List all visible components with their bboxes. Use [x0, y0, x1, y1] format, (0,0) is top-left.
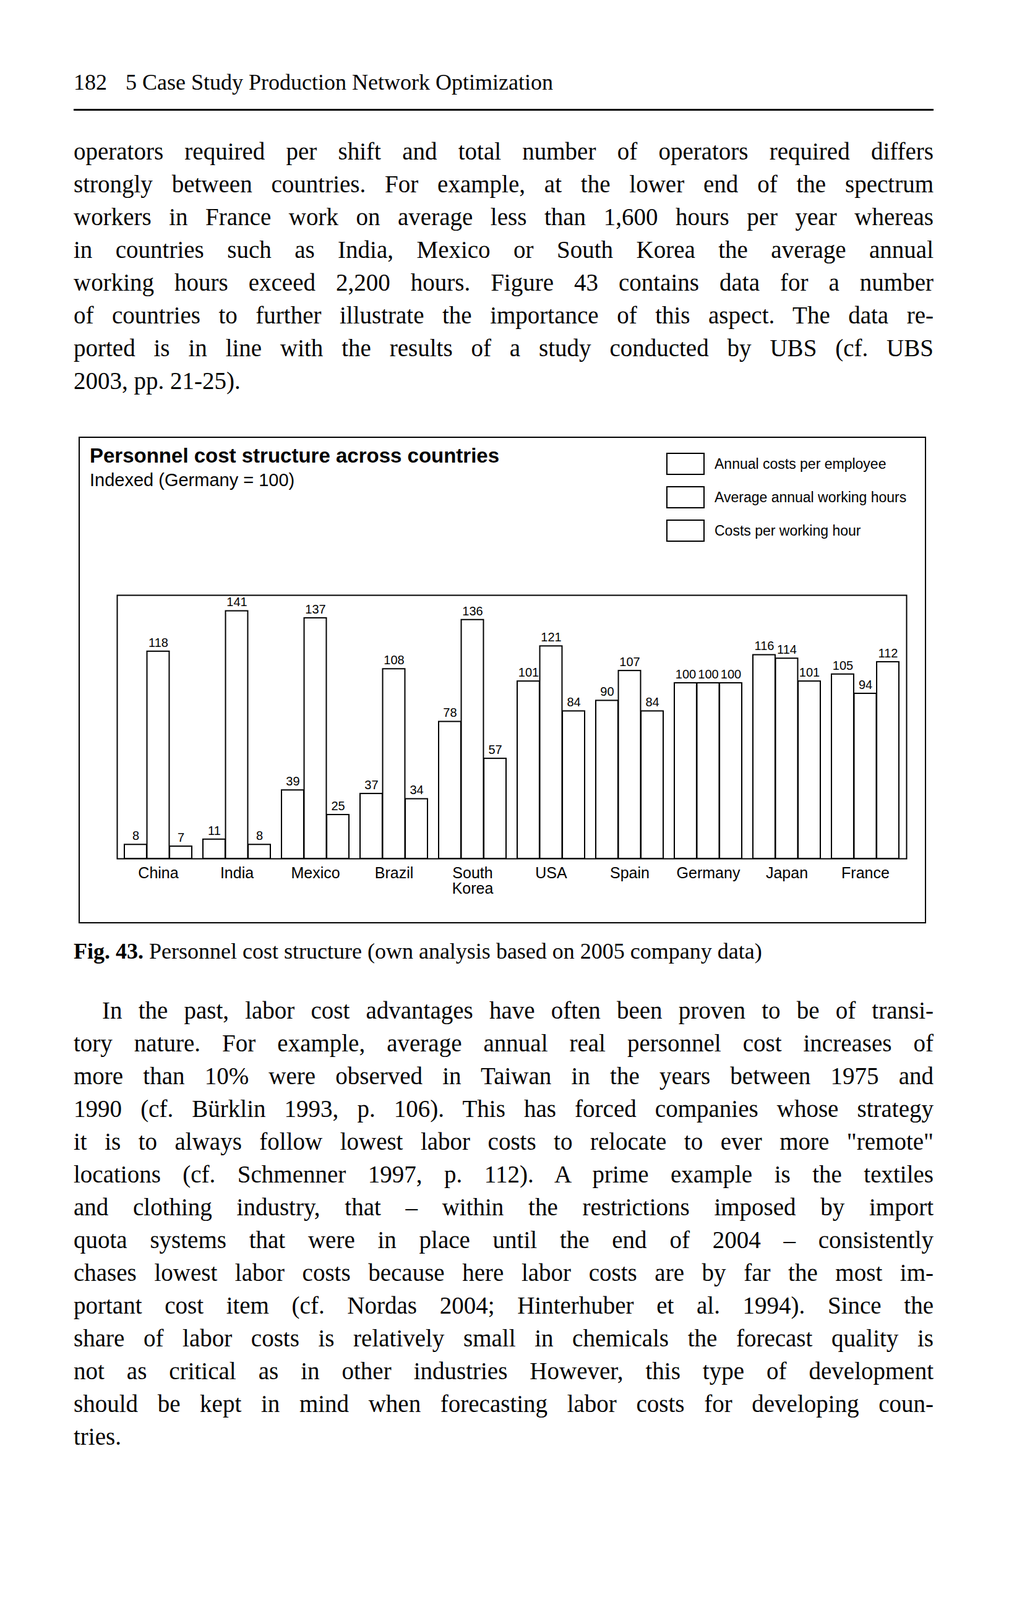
html-text:Annual costs per employee: Annual costs per employee — [714, 455, 887, 472]
html-text:share of labor costs is relati: share of labor costs is relatively small… — [73, 1325, 934, 1352]
html-text:chases lowest labor costs beca: chases lowest labor costs because here l… — [73, 1259, 934, 1287]
svg-text:Spain: Spain — [609, 864, 650, 882]
html-text:tory nature. For example, aver: tory nature. For example, average annual… — [73, 1030, 934, 1057]
html-text:1990 (cf. Bürklin 1993, p. 106: 1990 (cf. Bürklin 1993, p. 106). This ha… — [73, 1095, 934, 1123]
svg-text:37: 37 — [364, 778, 378, 792]
svg-text:84: 84 — [566, 695, 581, 709]
html-text:locations (cf. Schmenner 1997,: locations (cf. Schmenner 1997, p. 112). … — [73, 1161, 934, 1188]
svg-text:101: 101 — [518, 665, 539, 680]
svg-text:11: 11 — [207, 824, 221, 838]
svg-text:India: India — [220, 864, 254, 882]
html-text:more than 10% were observed in: more than 10% were observed in Taiwan in… — [73, 1062, 934, 1090]
html-text:Fig. 43. Personnel cost struct: Fig. 43. Personnel cost structure (own a… — [73, 939, 763, 964]
html-text:Personnel cost structure acros: Personnel cost structure across countrie… — [89, 444, 500, 468]
svg-text:141: 141 — [226, 595, 247, 609]
html-text:5 Case Study Production Networ: 5 Case Study Production Network Optimiza… — [125, 69, 554, 95]
html-text:182: 182 — [73, 69, 108, 95]
svg-text:39: 39 — [285, 774, 300, 789]
svg-text:108: 108 — [383, 653, 404, 667]
svg-text:114: 114 — [777, 642, 797, 657]
html-text:quota systems that were in pla: quota systems that were in place until t… — [73, 1226, 934, 1254]
svg-text:107: 107 — [619, 655, 640, 669]
svg-text:57: 57 — [488, 742, 502, 757]
svg-text:105: 105 — [832, 658, 854, 673]
html-text:operators required per shift a: operators required per shift and total n… — [73, 137, 934, 165]
svg-text:7: 7 — [177, 830, 185, 845]
svg-text:121: 121 — [540, 630, 562, 645]
svg-text:China: China — [137, 864, 179, 882]
html-text:tries.: tries. — [73, 1423, 122, 1451]
html-text:Average annual working hours: Average annual working hours — [714, 489, 907, 506]
html-text:should be kept in mind when fo: should be kept in mind when forecasting … — [73, 1390, 934, 1418]
svg-text:100: 100 — [697, 667, 719, 682]
svg-text:137: 137 — [304, 602, 326, 617]
svg-text:100: 100 — [675, 667, 696, 682]
svg-text:25: 25 — [330, 799, 345, 813]
svg-text:94: 94 — [858, 678, 873, 692]
html-text:portant cost item (cf. Nordas: portant cost item (cf. Nordas 2004; Hint… — [73, 1292, 934, 1319]
html-text:it is to always follow lowest: it is to always follow lowest labor cost… — [73, 1128, 934, 1155]
svg-text:Brazil: Brazil — [374, 864, 414, 882]
svg-text:Japan: Japan — [765, 864, 808, 882]
html-text:Indexed (Germany = 100): Indexed (Germany = 100) — [89, 470, 295, 490]
svg-text:34: 34 — [409, 783, 424, 797]
svg-text:136: 136 — [462, 604, 483, 619]
html-text:and clothing industry, that –: and clothing industry, that – within the… — [73, 1193, 934, 1221]
html-text:not as critical as in other in: not as critical as in other industries H… — [73, 1357, 934, 1385]
svg-text:Mexico: Mexico — [290, 864, 340, 882]
svg-text:100: 100 — [720, 667, 742, 682]
html-text:In the past, labor cost advant: In the past, labor cost advantages have … — [102, 997, 934, 1024]
html-text:Costs per working hour: Costs per working hour — [714, 522, 861, 539]
svg-text:8: 8 — [132, 828, 140, 843]
html-text:2003, pp. 21-25).: 2003, pp. 21-25). — [73, 367, 241, 395]
svg-text:118: 118 — [148, 635, 169, 650]
svg-text:SouthKorea: SouthKorea — [452, 864, 494, 898]
html-text:strongly between countries. Fo: strongly between countries. For example,… — [73, 170, 934, 198]
html-text:ported is in line with the res: ported is in line with the results of a … — [73, 334, 934, 362]
html-text:of countries to further illust: of countries to further illustrate the i… — [73, 301, 934, 329]
svg-text:USA: USA — [535, 864, 568, 882]
svg-text:8: 8 — [256, 828, 263, 843]
svg-text:84: 84 — [645, 695, 659, 709]
html-text:workers in France work on aver: workers in France work on average less t… — [73, 203, 934, 231]
html-text:in countries such as India, Me: in countries such as India, Mexico or So… — [73, 236, 934, 263]
svg-text:116: 116 — [754, 639, 775, 653]
svg-text:Germany: Germany — [676, 864, 741, 882]
svg-text:112: 112 — [878, 646, 899, 661]
svg-text:101: 101 — [799, 665, 820, 680]
html-text:working hours exceed 2,200 hou: working hours exceed 2,200 hours. Figure… — [73, 269, 934, 296]
svg-text:78: 78 — [442, 705, 457, 720]
svg-text:90: 90 — [600, 684, 614, 699]
svg-text:France: France — [841, 864, 890, 882]
